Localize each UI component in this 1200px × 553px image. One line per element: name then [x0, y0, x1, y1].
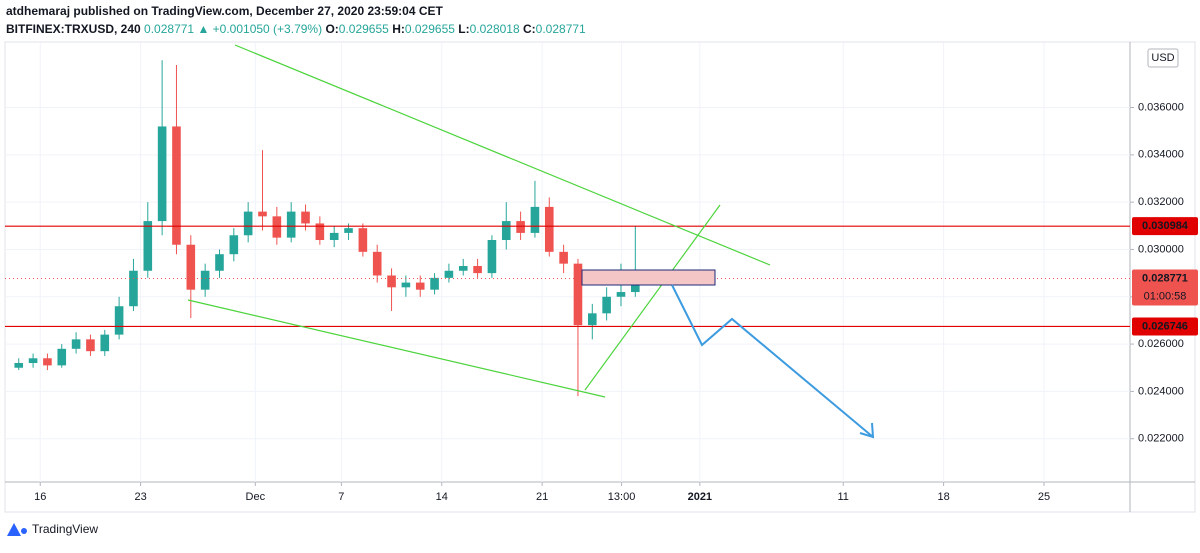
h-value: 0.029655 [405, 22, 455, 36]
candle-body [616, 292, 626, 297]
c-value: 0.028771 [536, 22, 586, 36]
candle-body [143, 221, 153, 271]
candle-body [344, 228, 353, 233]
price-tag [1132, 269, 1198, 306]
grid [5, 42, 1130, 482]
o-label: O: [325, 22, 338, 36]
candle-body [530, 206, 540, 233]
price-tag-label: 0.030984 [1142, 220, 1189, 232]
x-tick-label: 21 [536, 491, 548, 503]
h-label: H: [392, 22, 405, 36]
author-line: atdhemaraj published on TradingView.com,… [6, 4, 443, 18]
symbol: BITFINEX:TRXUSD, 240 [6, 22, 141, 36]
x-tick-label: 23 [134, 491, 146, 503]
logo-dot [21, 528, 27, 534]
y-tick-label: 0.034000 [1138, 149, 1184, 161]
price-tag-label: 0.026746 [1142, 320, 1188, 332]
projection-arrow [671, 284, 874, 438]
candle-body [215, 254, 224, 271]
y-tick-label: 0.036000 [1138, 101, 1184, 113]
currency-box [1147, 48, 1179, 68]
candle-body [487, 240, 497, 274]
y-tick-label: 0.032000 [1138, 196, 1184, 208]
candle-body [458, 266, 468, 271]
candle-body [258, 211, 267, 217]
candle-body [301, 211, 310, 224]
drawings [187, 44, 875, 439]
countdown: 01:00:58 [1144, 290, 1187, 302]
c-label: C: [523, 22, 536, 36]
candle-body [114, 306, 124, 335]
x-tick-label: 14 [436, 491, 448, 503]
change: ▲ +0.001050 (+3.79%) [197, 22, 322, 36]
currency: USD [1151, 52, 1174, 64]
candle-body [28, 358, 38, 364]
x-tick-label: 7 [338, 491, 344, 503]
candle-body [501, 221, 511, 240]
candle-body [573, 263, 583, 326]
last-price: 0.028771 [144, 22, 194, 36]
candle-body [329, 232, 339, 240]
logo [7, 523, 21, 536]
arrow-head [859, 422, 875, 439]
candle-body [516, 221, 525, 233]
candle-body [559, 251, 568, 264]
candle-body [229, 235, 239, 255]
y-tick-label: 0.030000 [1138, 243, 1184, 255]
candle-body [315, 223, 325, 240]
candle-body [129, 270, 138, 307]
candles [5, 60, 1130, 397]
candle-body [200, 270, 210, 290]
trend-line [187, 299, 606, 398]
symbol-line: BITFINEX:TRXUSD, 240 0.028771 ▲ +0.00105… [6, 22, 586, 36]
candle-body [172, 126, 181, 245]
candle-body [587, 313, 597, 326]
candle-body [401, 282, 411, 288]
candle-body [602, 296, 611, 314]
l-label: L: [458, 22, 469, 36]
brand: TradingView [7, 522, 98, 536]
candle-body [473, 266, 482, 274]
candle-body [100, 334, 110, 352]
x-tick-label: 16 [34, 491, 46, 503]
candle-body [387, 275, 396, 288]
price-tag [1132, 317, 1198, 336]
candle-body [372, 251, 382, 276]
candle-body [415, 282, 425, 290]
candle-body [544, 206, 554, 252]
x-tick-label: 18 [937, 491, 949, 503]
x-tick-label: 2021 [688, 491, 712, 503]
axis: 0.0220000.0240000.0260000.0280000.030000… [34, 101, 1198, 503]
candle-body [430, 277, 439, 290]
candle-body [243, 211, 253, 236]
price-tag-label: 0.028771 [1142, 272, 1188, 284]
candle-body [86, 339, 95, 352]
candle-body [14, 363, 24, 368]
candle-body [157, 126, 167, 222]
candle-body [272, 216, 282, 238]
candle-body [57, 348, 67, 366]
candle-body [444, 270, 454, 278]
x-tick-label: 11 [838, 491, 849, 503]
x-tick-label: Dec [246, 491, 266, 503]
brand-name: TradingView [32, 522, 98, 536]
candle-body [358, 228, 368, 252]
candle-body [43, 358, 52, 366]
candle-body [71, 339, 81, 349]
zone-box [581, 269, 716, 286]
x-tick-label: 13:00 [608, 491, 636, 503]
trend-line [584, 204, 721, 391]
o-value: 0.029655 [339, 22, 389, 36]
candle-body [186, 244, 196, 290]
price-tag [1132, 217, 1198, 236]
x-tick-label: 25 [1038, 491, 1050, 503]
y-tick-label: 0.024000 [1138, 385, 1184, 397]
l-value: 0.028018 [470, 22, 520, 36]
y-tick-label: 0.026000 [1138, 338, 1184, 350]
y-tick-label: 0.022000 [1138, 433, 1184, 445]
trend-line [234, 44, 771, 266]
candle-body [286, 211, 296, 238]
